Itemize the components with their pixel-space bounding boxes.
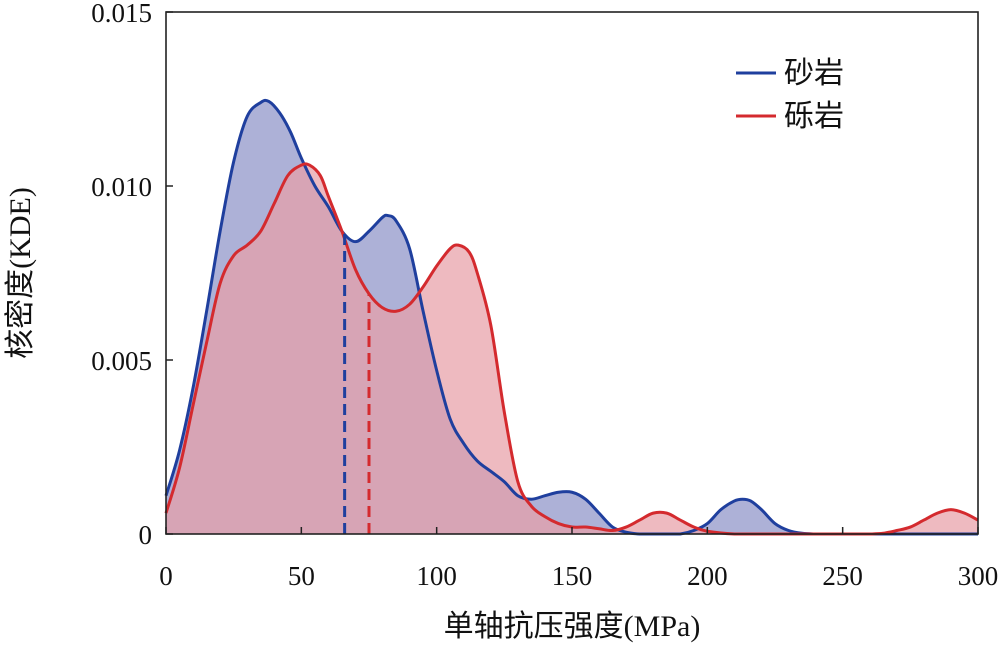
x-tick-label: 250 <box>822 561 863 591</box>
x-tick-label: 100 <box>416 561 457 591</box>
y-axis-title: 核密度(KDE) <box>4 187 37 359</box>
x-tick-label: 50 <box>288 561 315 591</box>
x-axis-title: 单轴抗压强度(MPa) <box>444 610 701 643</box>
legend-label-conglomerate: 砾岩 <box>784 100 844 133</box>
x-tick-label: 200 <box>687 561 728 591</box>
legend: 砂岩 砾岩 <box>736 57 844 133</box>
areas-layer <box>166 100 978 534</box>
x-axis-ticks: 0 50 100 150 200 250 300 <box>159 527 998 591</box>
mean-lines-layer <box>343 233 371 534</box>
y-tick-label: 0.005 <box>91 346 152 376</box>
legend-label-sandstone: 砂岩 <box>784 57 844 90</box>
kde-line-sandstone <box>164 98 978 536</box>
y-axis-ticks: 0 0.005 0.010 0.015 <box>91 0 173 550</box>
x-tick-label: 300 <box>958 561 999 591</box>
x-tick-label: 150 <box>552 561 593 591</box>
kde-area-conglomerate <box>166 163 978 534</box>
y-tick-label: 0.015 <box>91 0 152 28</box>
y-tick-label: 0 <box>139 520 153 550</box>
y-tick-label: 0.010 <box>91 172 152 202</box>
x-tick-label: 0 <box>159 561 173 591</box>
